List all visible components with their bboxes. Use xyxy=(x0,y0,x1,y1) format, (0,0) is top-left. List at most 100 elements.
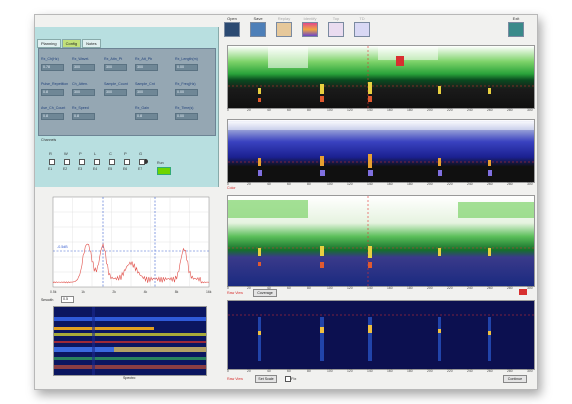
field-input[interactable]: 300 xyxy=(104,64,127,71)
field-label: Rx_Ch(Hz) xyxy=(41,57,59,61)
field-input[interactable]: 0.78 xyxy=(41,64,64,71)
exit-label: Exit xyxy=(512,16,520,21)
channel-label: P xyxy=(79,151,82,156)
time-tick-label: 40 xyxy=(267,108,271,112)
field-input[interactable]: 0.8 xyxy=(72,113,95,120)
time-tick-label: 100 xyxy=(327,369,333,373)
field-input[interactable]: 300 xyxy=(72,64,95,71)
time-tick-label: 140 xyxy=(367,182,373,186)
time-tick-label: 60 xyxy=(287,286,291,290)
time-tick-label: 280 xyxy=(507,108,513,112)
top-icon xyxy=(328,22,344,37)
channel-label: C xyxy=(109,151,112,156)
time-tick-label: 220 xyxy=(447,108,453,112)
channel-checkbox[interactable] xyxy=(49,159,55,165)
field-input[interactable]: 0.00 xyxy=(175,113,198,120)
field-label: Rx_Attn_Pt xyxy=(104,57,123,61)
set-scale-button[interactable]: Set Scale xyxy=(255,375,277,383)
time-tick-label: 300 xyxy=(527,286,533,290)
save-button[interactable]: Save xyxy=(247,16,269,37)
field-label: Sample_Cnt xyxy=(135,82,155,86)
time-tick-label: 140 xyxy=(367,108,373,112)
time-tick-label: 0 xyxy=(227,182,229,186)
fix-label: Fix xyxy=(291,376,297,381)
time-tick-label: 280 xyxy=(507,369,513,373)
channel-label: L xyxy=(94,151,97,156)
field-label: Rx_Speed xyxy=(72,106,89,110)
time-tick-label: 160 xyxy=(387,286,393,290)
marker-label: -0.5dB xyxy=(57,245,68,249)
channel-checkbox[interactable] xyxy=(124,159,130,165)
time-tick-label: 240 xyxy=(467,286,473,290)
exit-button[interactable]: Exit xyxy=(505,16,527,37)
x-tick-label: 4k xyxy=(144,290,148,294)
continue-button[interactable]: Continue xyxy=(503,375,527,383)
fix-checkbox[interactable] xyxy=(285,376,291,382)
field-label: Pulse_Repetition xyxy=(41,82,69,86)
channel-sub-label: E3 xyxy=(78,167,83,171)
time-tick-label: 220 xyxy=(447,286,453,290)
color-swatch[interactable] xyxy=(519,289,527,295)
channel-checkbox[interactable] xyxy=(64,159,70,165)
x-tick-label: 0.5k xyxy=(50,290,57,294)
tab-bar: Planning Config Notes xyxy=(37,39,102,48)
panel2-label: Color xyxy=(227,186,236,190)
time-tick-label: 40 xyxy=(267,286,271,290)
field-input[interactable]: 300 xyxy=(135,89,158,96)
td-button[interactable]: TD xyxy=(351,16,373,37)
open-button[interactable]: Open xyxy=(221,16,243,37)
x-tick-label: 8k xyxy=(175,290,179,294)
time-tick-label: 240 xyxy=(467,369,473,373)
field-input[interactable]: 300 xyxy=(72,89,95,96)
field-input[interactable]: 300 xyxy=(135,64,158,71)
field-input[interactable]: 300 xyxy=(104,89,127,96)
time-tick-label: 140 xyxy=(367,369,373,373)
replay-label: Replay xyxy=(277,16,291,21)
smooth-input[interactable]: 0.5 xyxy=(61,296,74,303)
top-button[interactable]: Top xyxy=(325,16,347,37)
status-label: Run xyxy=(157,161,164,165)
save-label: Save xyxy=(253,16,263,21)
field-input[interactable]: 0.00 xyxy=(175,89,198,96)
replay-icon xyxy=(276,22,292,37)
waterfall-panel-2 xyxy=(227,119,535,183)
tab-notes[interactable]: Notes xyxy=(82,39,101,48)
status-led xyxy=(157,167,171,175)
time-axis-1: 0 20 40 60 80 100 120 140 160 180 200 220 240 260 280 3… xyxy=(227,108,533,113)
time-tick-label: 240 xyxy=(467,182,473,186)
channel-checkbox[interactable] xyxy=(139,159,145,165)
field-input[interactable]: 0.8 xyxy=(41,89,64,96)
field-label: Rx_Att_Pb xyxy=(135,57,153,61)
tab-planning[interactable]: Planning xyxy=(37,39,61,48)
field-label: Rx_Freq(Hz) xyxy=(175,82,196,86)
time-tick-label: 20 xyxy=(247,182,251,186)
time-tick-label: 220 xyxy=(447,369,453,373)
time-axis-2: 0 20 40 60 80 100 120 140 160 180 200 220 240 260 280 3… xyxy=(227,182,533,187)
field-input[interactable]: 0.8 xyxy=(135,113,158,120)
time-tick-label: 180 xyxy=(407,108,413,112)
time-tick-label: 120 xyxy=(347,369,353,373)
time-tick-label: 100 xyxy=(327,182,333,186)
channel-checkbox[interactable] xyxy=(109,159,115,165)
channel-sub-label: E2 xyxy=(63,167,68,171)
time-tick-label: 260 xyxy=(487,182,493,186)
td-label: TD xyxy=(359,16,365,21)
spectrum-line xyxy=(52,243,209,284)
time-tick-label: 80 xyxy=(307,369,311,373)
field-input[interactable]: 0.8 xyxy=(41,113,64,120)
time-axis-4: 0 20 40 60 80 100 120 140 160 180 200 220 240 260 280 3… xyxy=(227,369,533,374)
time-tick-label: 20 xyxy=(247,286,251,290)
channel-checkbox[interactable] xyxy=(79,159,85,165)
channel-label: P xyxy=(124,151,127,156)
replay-button[interactable]: Replay xyxy=(273,16,295,37)
identify-button[interactable]: Identify xyxy=(299,16,321,37)
tab-config[interactable]: Config xyxy=(61,39,82,48)
coverage-button[interactable]: Coverage xyxy=(253,289,277,297)
application-window: Open Save Replay Identify Top TD Exit xyxy=(34,14,538,390)
field-input[interactable]: 0.00 xyxy=(175,64,198,71)
field-label: Rx_Length(m) xyxy=(175,57,198,61)
time-tick-label: 100 xyxy=(327,286,333,290)
time-tick-label: 140 xyxy=(367,286,373,290)
channel-checkbox[interactable] xyxy=(94,159,100,165)
channel-label: R xyxy=(49,151,52,156)
